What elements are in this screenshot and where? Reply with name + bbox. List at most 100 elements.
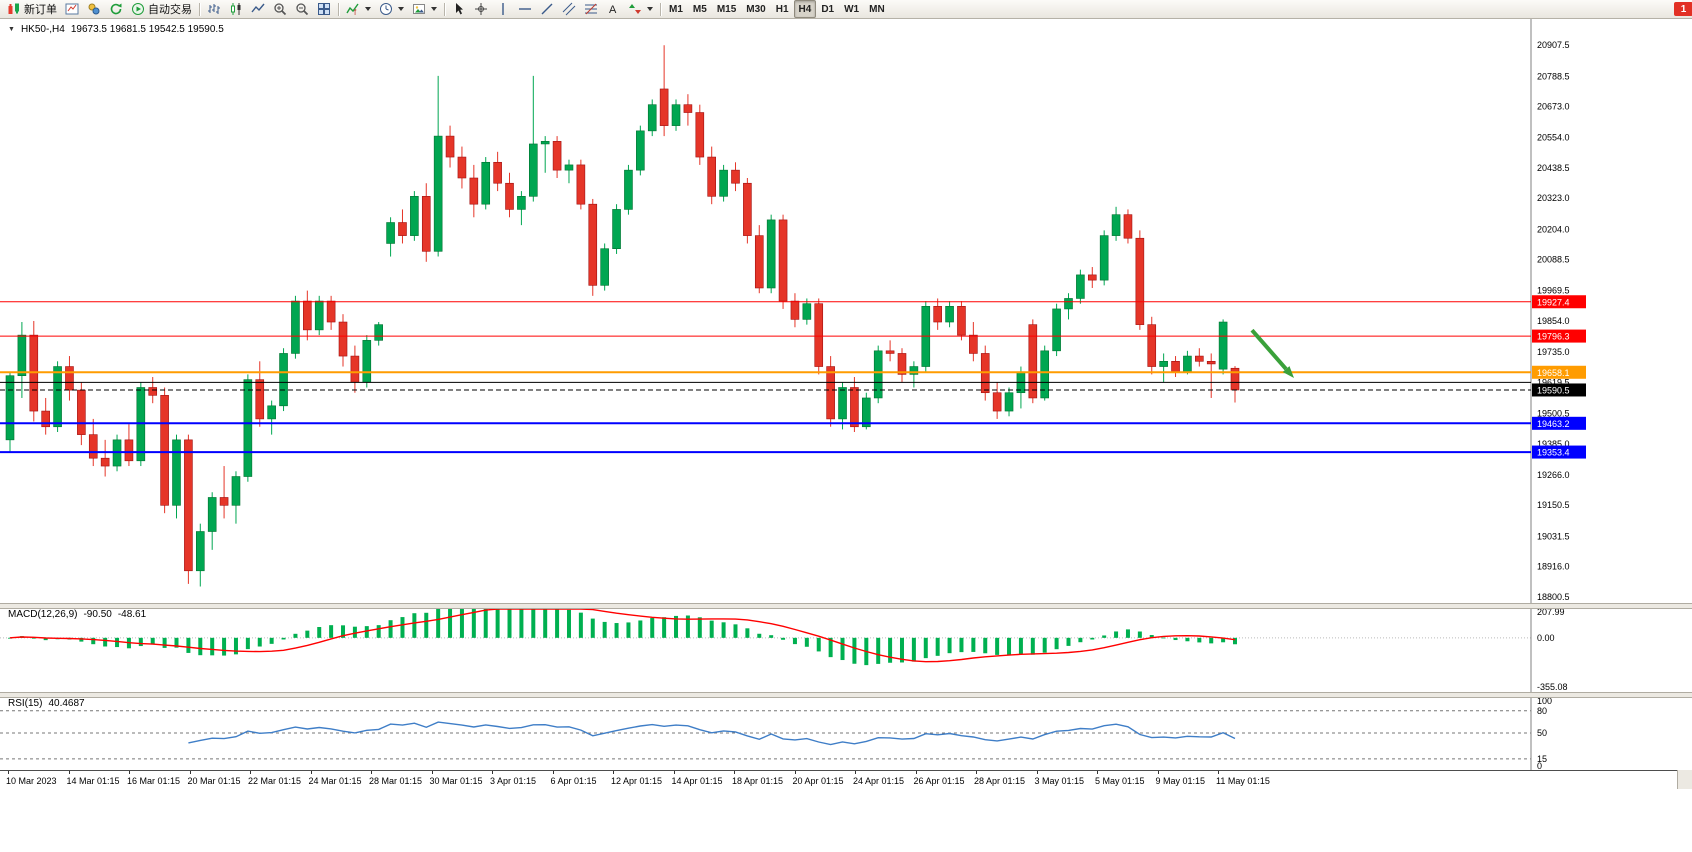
timeframe-m15-button[interactable]: M15 [716, 3, 737, 15]
auto-trading-button[interactable]: 自动交易 [127, 0, 196, 18]
price-tick-label: 20438.5 [1537, 163, 1570, 173]
candle-down [124, 439, 134, 462]
panel-splitter-2[interactable] [0, 692, 1692, 698]
fibonacci-button[interactable] [580, 0, 602, 18]
chart-line-button[interactable] [247, 0, 269, 18]
chart-ohlc-values: 19673.5 19681.5 19542.5 19590.5 [70, 24, 224, 35]
indicators-button[interactable]: f [342, 0, 375, 18]
macd-bar [352, 626, 357, 638]
candle-down [505, 182, 514, 210]
macd-bar [959, 637, 964, 653]
new-order-button[interactable]: 新订单 [3, 0, 61, 18]
trendline-button[interactable] [536, 0, 558, 18]
time-tick [794, 771, 796, 774]
candle-up [647, 104, 657, 132]
macd-name: MACD(12,26,9) [8, 609, 78, 620]
candle-up [1159, 361, 1168, 367]
rsi-panel[interactable]: 100 80 50 15 0 RSI(15) 40.4687 [0, 696, 1692, 770]
timeframe-mn-button[interactable]: MN [869, 3, 885, 15]
candle-up [481, 161, 491, 205]
profiles-button[interactable] [83, 0, 105, 18]
chevron-down-icon[interactable] [398, 7, 404, 11]
sell-arrow-head[interactable] [1282, 366, 1294, 379]
macd-bar [721, 622, 726, 638]
zoom-in-button[interactable] [269, 0, 291, 18]
clock-icon [379, 2, 393, 16]
panel-splitter-1[interactable] [0, 603, 1692, 609]
macd-bar [1114, 631, 1119, 638]
time-axis[interactable]: 10 Mar 2023 14 Mar 01:15 16 Mar 01:15 20 Ma… [0, 770, 1692, 790]
crosshair-button[interactable] [470, 0, 492, 18]
macd-bar [709, 620, 714, 638]
candle-up [1183, 355, 1192, 373]
macd-tick-label: -355.08 [1537, 682, 1568, 692]
timeframe-w1-button[interactable]: W1 [844, 3, 860, 15]
timeframe-m5-button[interactable]: M5 [692, 3, 707, 15]
notifications-badge[interactable]: 1 [1674, 2, 1692, 16]
text-button[interactable]: A [602, 0, 624, 18]
chevron-down-icon[interactable] [365, 7, 371, 11]
horizontal-line-button[interactable] [514, 0, 536, 18]
channel-button[interactable] [558, 0, 580, 18]
chart-window-button[interactable] [61, 0, 83, 18]
chart-menu-icon[interactable]: ▼ [8, 26, 15, 33]
periods-button[interactable] [375, 0, 408, 18]
candle-up [517, 196, 526, 210]
sell-arrow-shaft[interactable] [1250, 328, 1288, 371]
timeframe-m30-button[interactable]: M30 [746, 3, 766, 15]
candle-down [1171, 361, 1180, 373]
templates-button[interactable] [408, 0, 441, 18]
timeframe-h4-button[interactable]: H4 [793, 0, 817, 18]
macd-bar [1209, 637, 1214, 644]
chart-window-icon [65, 2, 79, 16]
chevron-down-icon[interactable] [431, 7, 437, 11]
macd-canvas[interactable]: 207.99 0.00 -355.08 [0, 607, 1692, 692]
macd-panel[interactable]: 207.99 0.00 -355.08 MACD(12,26,9) -90.50 -… [0, 607, 1692, 692]
time-tick [1218, 771, 1219, 774]
chart-candles-button[interactable] [225, 0, 247, 18]
rsi-tick-label: 15 [1537, 754, 1547, 764]
time-tick [673, 771, 675, 774]
tile-icon [317, 2, 331, 16]
candle-up [636, 130, 645, 171]
macd-bar [341, 625, 346, 638]
timeframe-d1-button[interactable]: D1 [821, 3, 835, 15]
trendline-icon [540, 2, 554, 16]
price-chart-canvas[interactable]: 20907.5 20788.5 20673.0 20554.0 20438.5 20323… [0, 18, 1692, 603]
chevron-down-icon[interactable] [647, 7, 653, 11]
price-tick-label: 19385.0 [1537, 439, 1570, 449]
chart-bars-button[interactable] [203, 0, 225, 18]
macd-signal-value: -48.61 [117, 609, 147, 620]
cursor-button[interactable] [448, 0, 470, 18]
vertical-line-button[interactable] [492, 0, 514, 18]
vline-icon [496, 2, 510, 16]
candle-down [457, 156, 467, 179]
candle-up [53, 366, 62, 428]
candle-up [279, 353, 288, 407]
bars-icon [207, 2, 221, 16]
macd-bar [79, 637, 84, 642]
rsi-value: 40.4687 [48, 698, 85, 709]
price-tick-label: 20088.5 [1537, 255, 1570, 265]
tile-windows-button[interactable] [313, 0, 335, 18]
refresh-button[interactable] [105, 0, 127, 18]
time-label: 14 Mar 01:15 [66, 776, 120, 786]
price-chart-panel[interactable]: 20907.5 20788.5 20673.0 20554.0 20438.5 20323… [0, 18, 1692, 603]
price-tag-label: 19658.1 [1537, 368, 1570, 378]
time-label: 26 Apr 01:15 [913, 776, 965, 786]
time-label: 28 Apr 01:15 [974, 776, 1026, 786]
macd-bar [638, 620, 643, 638]
time-label: 16 Mar 01:15 [127, 776, 181, 786]
timeframe-m1-button[interactable]: M1 [669, 3, 683, 15]
macd-bar [103, 637, 108, 647]
time-tick [976, 771, 977, 774]
macd-bar [935, 637, 940, 656]
price-tick-label: 20788.5 [1537, 71, 1570, 81]
macd-bar [1030, 637, 1035, 655]
candle-down [754, 235, 764, 289]
timeframe-h1-button[interactable]: H1 [775, 3, 789, 15]
zoom-out-button[interactable] [291, 0, 313, 18]
candle-down [659, 88, 669, 126]
arrows-button[interactable] [624, 0, 657, 18]
